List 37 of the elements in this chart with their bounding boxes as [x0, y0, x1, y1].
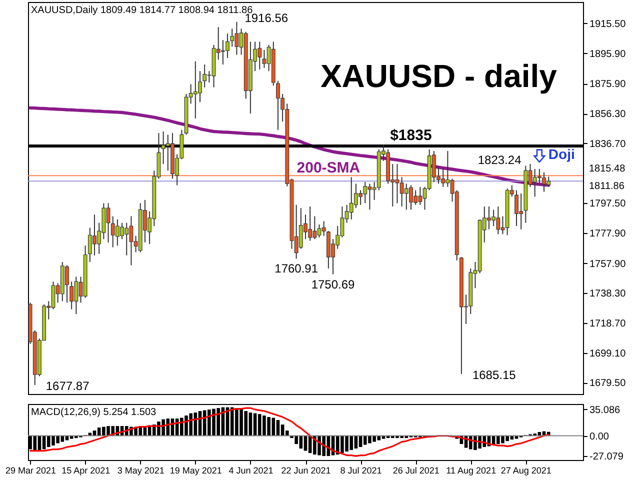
x-tick-label: 22 Jun 2021: [281, 466, 331, 476]
y-tick-label: 1699.10: [590, 348, 626, 360]
annotation: Doji: [548, 146, 575, 162]
y-tick-label: 35.086: [590, 404, 621, 416]
y-tick-label: 0.00: [590, 431, 610, 442]
y-tick-label: 1738.30: [590, 288, 626, 300]
x-tick-label: 3 May 2021: [117, 466, 164, 476]
y-tick-label: 1895.90: [590, 48, 626, 60]
y-tick-label: 1915.50: [590, 18, 626, 30]
annotation: 1750.69: [311, 277, 356, 292]
chart-title: MACD(12,26,9) 5.254 1.503: [31, 407, 157, 418]
y-tick-label: 1777.90: [590, 228, 626, 240]
series-label: 200-SMA: [296, 160, 360, 177]
y-tick-label: -27.079: [590, 452, 624, 463]
text: XAUUSD - daily: [320, 58, 558, 94]
y-tick-label: 1718.70: [590, 318, 626, 330]
x-tick-label: 29 Mar 2021: [6, 466, 56, 476]
ref-line-label: 1815.48: [589, 164, 626, 175]
x-tick-label: 15 Apr 2021: [62, 466, 110, 476]
annotation: 1677.87: [46, 379, 90, 394]
x-tick-label: 8 Jul 2021: [340, 466, 382, 476]
y-tick-label: 1856.30: [590, 109, 626, 120]
x-tick-label: 19 May 2021: [170, 466, 222, 476]
x-tick-label: 27 Aug 2021: [500, 466, 552, 476]
y-tick-label: 1797.50: [590, 198, 626, 210]
x-tick-label: 26 Jul 2021: [392, 466, 440, 476]
y-tick-label: 1836.70: [590, 138, 626, 150]
y-tick-label: 1679.50: [590, 378, 626, 390]
y-tick-label: 1875.90: [590, 79, 626, 90]
annotation: 1823.24: [478, 152, 522, 167]
x-tick-label: 11 Aug 2021: [446, 466, 496, 476]
y-tick-label: 1757.90: [590, 258, 626, 270]
annotation: 1685.15: [472, 368, 516, 382]
ref-line-label: 1811.86: [589, 181, 625, 192]
annotation: 1760.91: [274, 262, 318, 276]
ref-line-label: $1835: [390, 126, 432, 144]
x-tick-label: 4 Jun 2021: [228, 466, 274, 476]
